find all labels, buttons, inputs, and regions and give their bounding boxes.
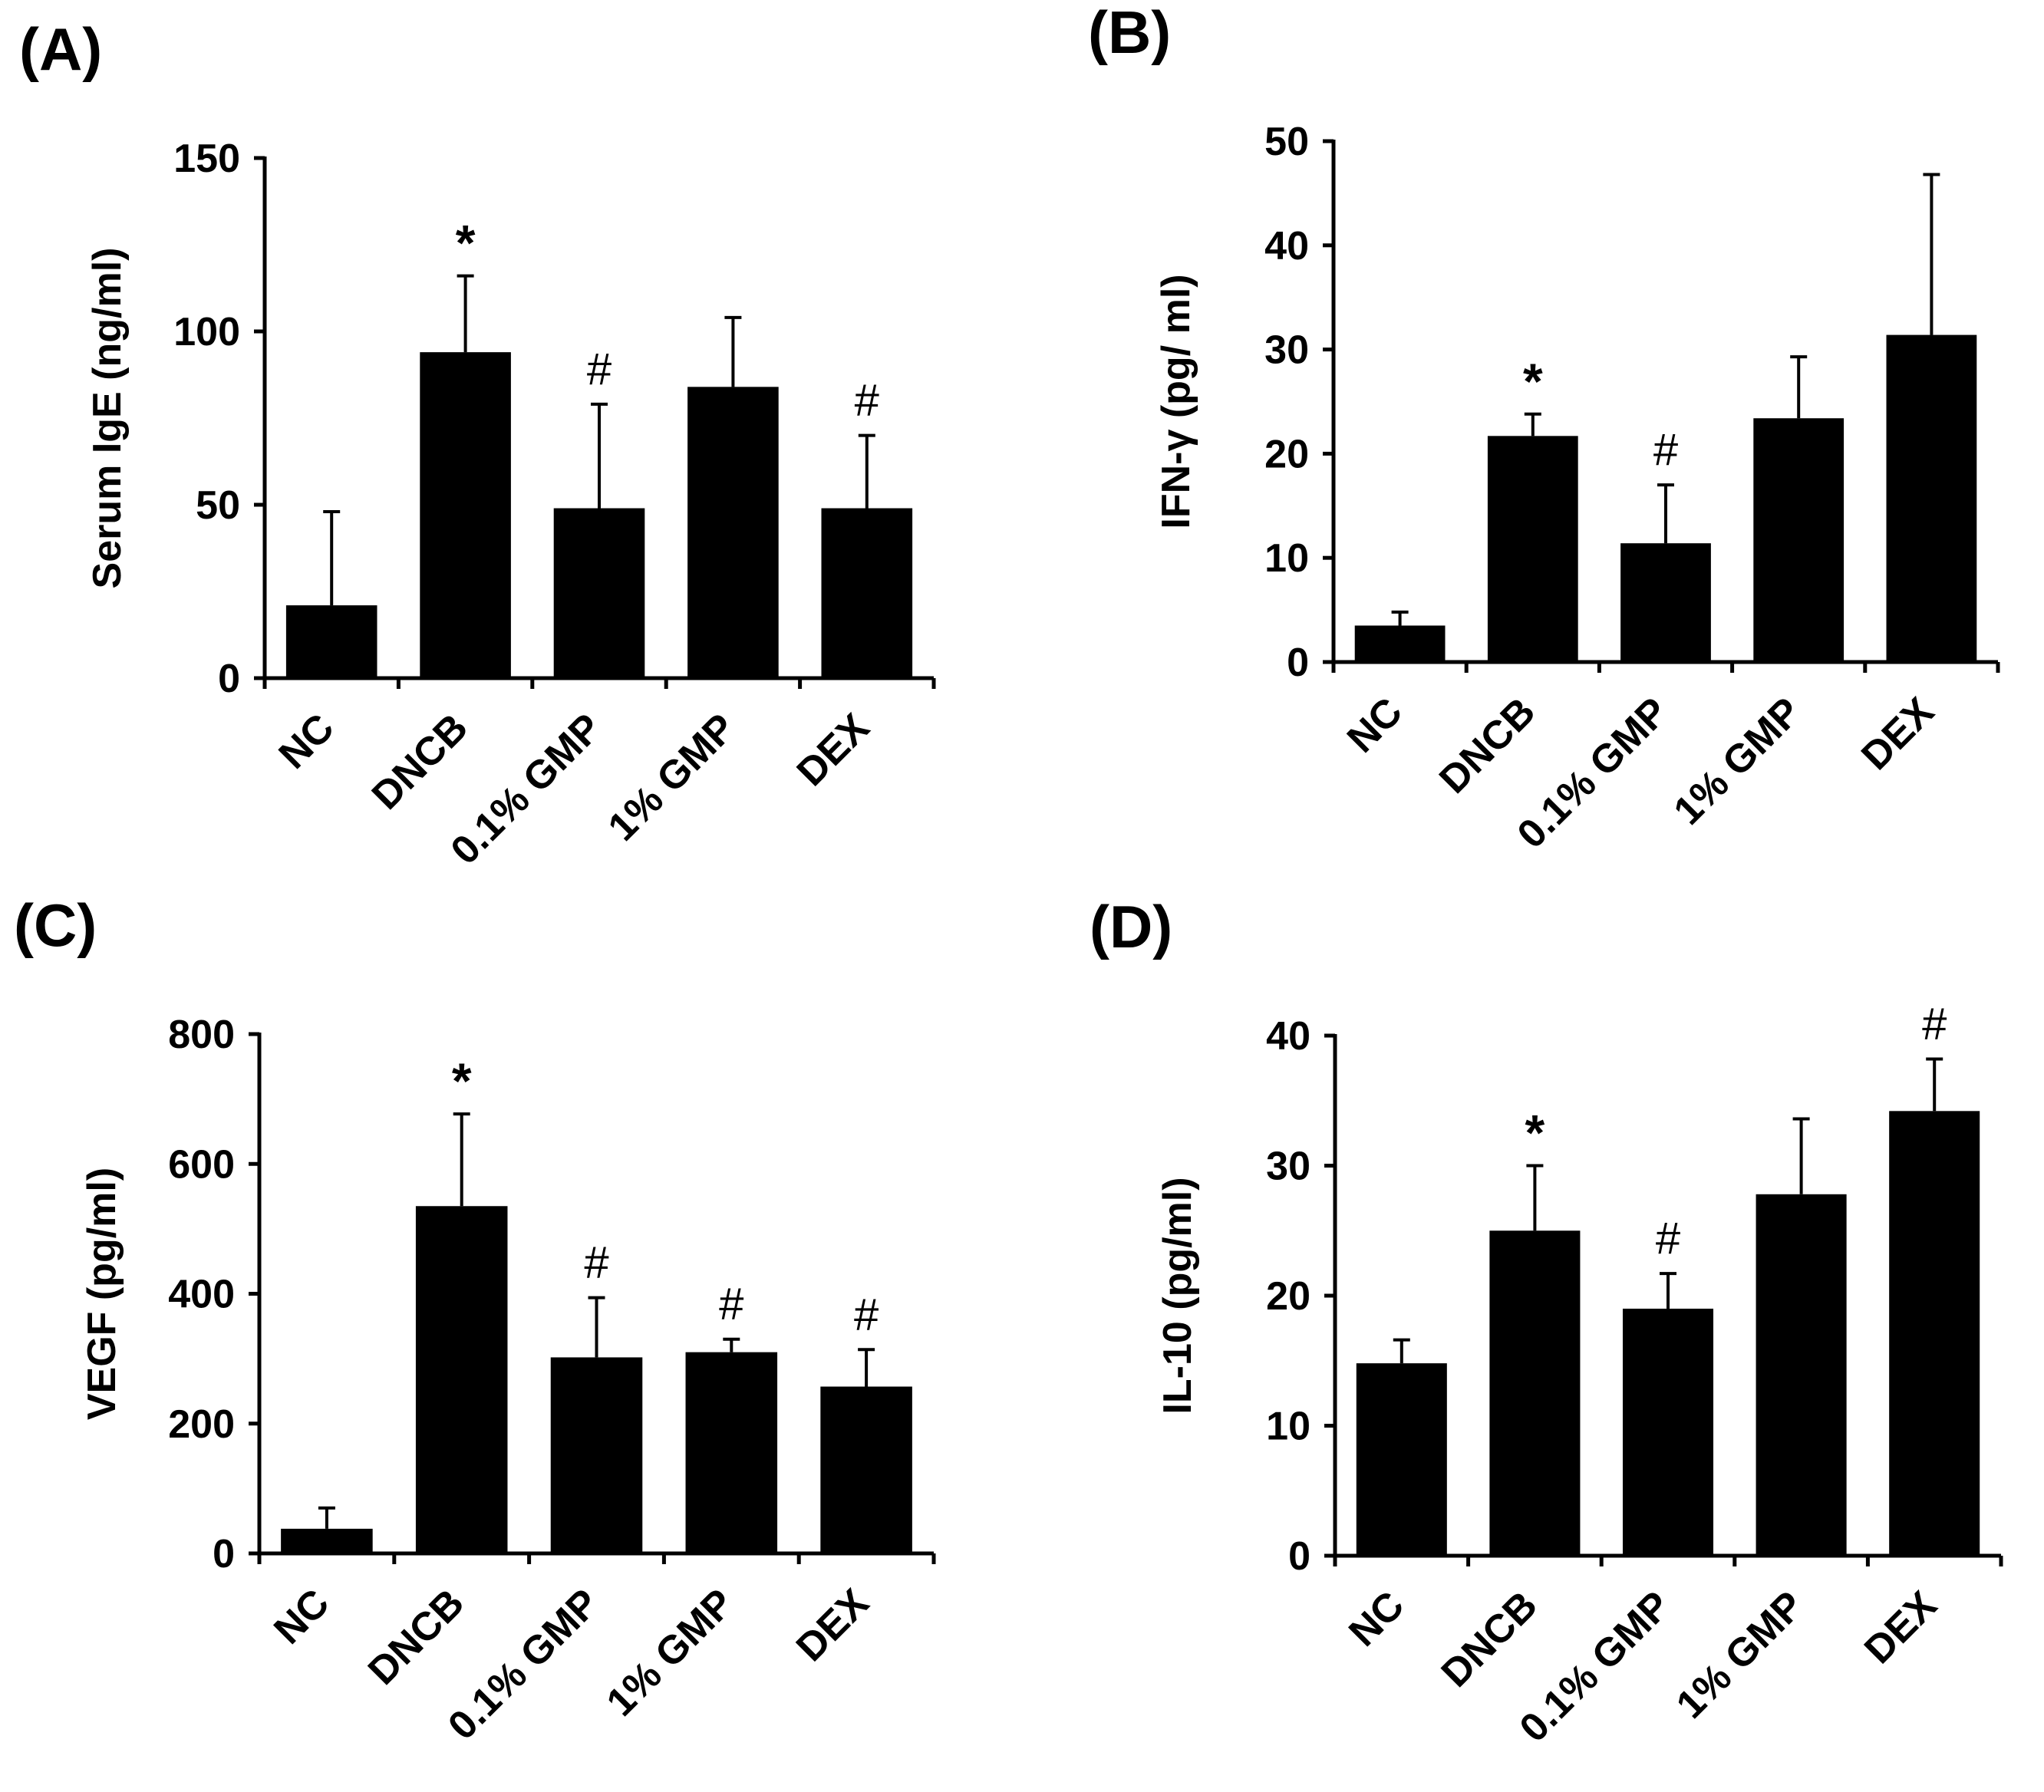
panel-c-bar-dex [820, 1386, 912, 1553]
panel-b-bar-nc [1354, 625, 1446, 662]
panel-d-bar-nc [1356, 1363, 1447, 1556]
panel-a-bar-0-1pct-gmp [553, 508, 645, 678]
panel-a-annotation-0-1pct-gmp: # [587, 344, 612, 394]
panel-c-y-tick-label-600: 600 [168, 1142, 235, 1187]
panel-c-y-tick-label-200: 200 [168, 1402, 235, 1447]
panel-d-category-label-dex: DEX [1856, 1583, 1946, 1672]
panel-a-y-tick-label-100: 100 [173, 310, 240, 354]
panel-b-category-label-1pct-gmp: 1% GMP [1666, 689, 1810, 833]
panel-b-y-tick-label-0: 0 [1287, 641, 1309, 685]
panel-b-y-tick-label-40: 40 [1264, 224, 1309, 268]
panel-a-annotation-dncb: * [456, 215, 476, 272]
panel-d-annotation-dncb: * [1525, 1105, 1545, 1161]
panel-c-bar-dncb [415, 1206, 508, 1553]
panel-b-bar-0-1pct-gmp [1620, 543, 1711, 662]
panel-a-bar-dex [821, 508, 913, 678]
panel-c-bar-0-1pct-gmp [550, 1357, 643, 1553]
panel-a-category-label-dex: DEX [789, 705, 879, 795]
panel-d-label: (D) [1090, 893, 1172, 960]
panel-d-y-tick-label-10: 10 [1266, 1405, 1310, 1449]
panel-c-label: (C) [14, 891, 97, 959]
panel-a-y-tick-label-0: 0 [218, 657, 240, 701]
panel-d-bar-0-1pct-gmp [1622, 1308, 1714, 1556]
panel-c-category-label-dex: DEX [788, 1580, 878, 1670]
panel-d-category-label-nc: NC [1340, 1583, 1413, 1655]
panel-c-y-tick-label-800: 800 [168, 1013, 235, 1057]
panel-d-category-label-1pct-gmp: 1% GMP [1668, 1583, 1812, 1727]
panel-b-category-label-dex: DEX [1853, 689, 1943, 779]
panel-c-y-tick-label-0: 0 [213, 1532, 235, 1576]
panel-c-category-label-1pct-gmp: 1% GMP [598, 1580, 743, 1724]
panel-a-category-label-1pct-gmp: 1% GMP [600, 705, 744, 849]
panel-c-bar-1pct-gmp [685, 1352, 778, 1553]
panel-c-category-label-nc: NC [265, 1580, 338, 1652]
panel-c-annotation-dncb: * [452, 1052, 472, 1109]
panel-a-bar-dncb [420, 352, 511, 678]
panel-b-y-tick-label-30: 30 [1264, 328, 1309, 373]
panel-b-category-label-nc: NC [1339, 689, 1411, 761]
panel-c-category-label-dncb: DNCB [360, 1580, 473, 1693]
panel-b-annotation-0-1pct-gmp: # [1653, 425, 1678, 475]
panel-a-annotation-dex: # [855, 376, 879, 426]
panel-d-y-tick-label-30: 30 [1266, 1145, 1310, 1189]
panel-c-annotation-1pct-gmp: # [719, 1280, 743, 1329]
panel-a-y-tick-label-50: 50 [196, 483, 240, 528]
panel-d-bar-dncb [1489, 1230, 1581, 1556]
panel-c-y-tick-label-400: 400 [168, 1273, 235, 1317]
panel-d-annotation-0-1pct-gmp: # [1656, 1214, 1680, 1263]
panel-b-y-tick-label-10: 10 [1264, 536, 1309, 581]
panel-a-y-axis-title: Serum IgE (ng/ml) [85, 248, 130, 589]
panel-b-category-label-dncb: DNCB [1431, 689, 1544, 802]
panel-b-bar-1pct-gmp [1753, 418, 1845, 662]
panel-d-category-label-dncb: DNCB [1433, 1583, 1546, 1695]
panel-a-label: (A) [19, 15, 102, 83]
panel-a-category-label-dncb: DNCB [364, 705, 476, 818]
panel-c-annotation-0-1pct-gmp: # [584, 1238, 608, 1288]
panel-d-annotation-dex: # [1922, 1000, 1947, 1049]
panel-b-bar-dex [1886, 334, 1977, 662]
panel-b-y-tick-label-20: 20 [1264, 432, 1309, 476]
panel-a-bar-1pct-gmp [687, 387, 779, 678]
panel-c-y-axis-title: VEGF (pg/ml) [80, 1168, 124, 1420]
panel-b-y-tick-label-50: 50 [1264, 120, 1309, 164]
panel-d-y-tick-label-40: 40 [1266, 1014, 1310, 1059]
panel-c-annotation-dex: # [854, 1290, 879, 1339]
panel-a-y-tick-label-150: 150 [173, 137, 240, 181]
panel-d-bar-dex [1889, 1111, 1980, 1556]
panel-b-bar-dncb [1487, 436, 1578, 662]
panel-a-bar-nc [285, 605, 377, 678]
panel-c-bar-nc [281, 1528, 373, 1553]
panel-d-y-axis-title: IL-10 (pg/ml) [1156, 1177, 1200, 1414]
panel-a-category-label-nc: NC [271, 705, 343, 777]
panel-b-y-axis-title: IFN-γ (pg/ ml) [1154, 274, 1198, 529]
panel-d-y-tick-label-0: 0 [1288, 1534, 1310, 1579]
panel-b-annotation-dncb: * [1523, 353, 1543, 410]
panel-d-bar-1pct-gmp [1756, 1194, 1847, 1556]
panel-d-y-tick-label-20: 20 [1266, 1274, 1310, 1319]
panel-b-label: (B) [1088, 0, 1171, 66]
